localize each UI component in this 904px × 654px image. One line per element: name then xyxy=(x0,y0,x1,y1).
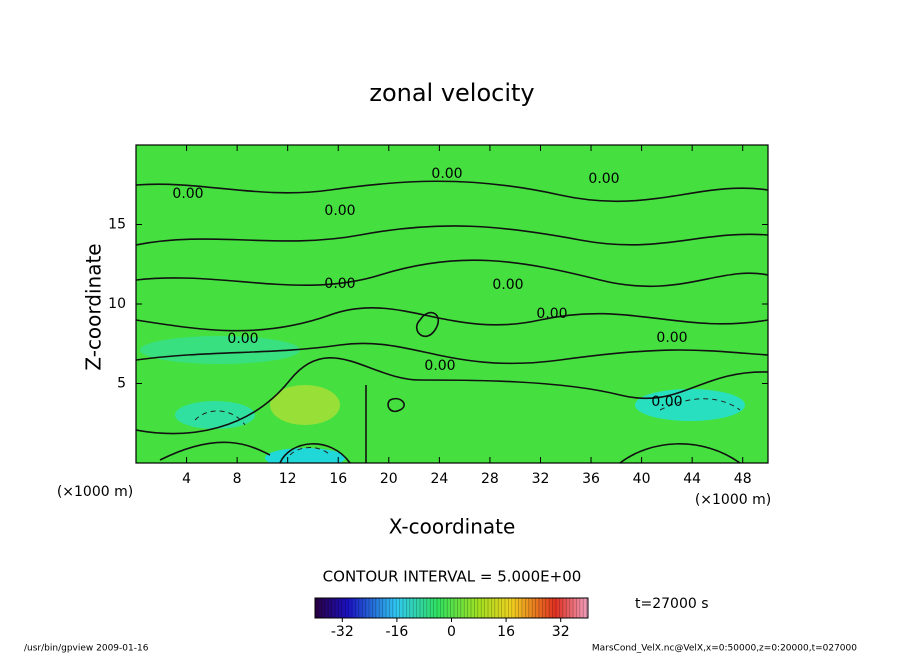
y-axis-label: Z-coordinate xyxy=(82,243,106,370)
contour-label: 0.00 xyxy=(172,186,203,202)
contour-label: 0.00 xyxy=(536,306,567,322)
y-tick-label: 5 xyxy=(117,376,126,392)
x-tick-label: 28 xyxy=(481,471,499,487)
contour-label: 0.00 xyxy=(324,276,355,292)
colorbar-tick-label: 16 xyxy=(497,624,515,640)
x-tick-label: 24 xyxy=(430,471,448,487)
contour-label: 0.00 xyxy=(431,166,462,182)
x-tick-label: 4 xyxy=(182,471,191,487)
contour-interval: CONTOUR INTERVAL = 5.000E+00 xyxy=(323,568,582,586)
y-unit: (×1000 m) xyxy=(57,484,133,500)
x-tick-label: 40 xyxy=(633,471,651,487)
contour-line xyxy=(136,357,768,435)
contour-line xyxy=(136,259,768,288)
chart-title: zonal velocity xyxy=(369,79,534,107)
blob xyxy=(270,385,340,425)
colorbar-tick-label: 0 xyxy=(447,624,456,640)
colorbar-tick-label: -16 xyxy=(385,624,408,640)
contour-label: 0.00 xyxy=(424,358,455,374)
x-tick-label: 20 xyxy=(380,471,398,487)
x-unit: (×1000 m) xyxy=(695,492,771,508)
colorbar-tick-label: -32 xyxy=(331,624,354,640)
contour-line xyxy=(387,311,440,413)
colorbar xyxy=(314,597,589,619)
x-tick-label: 8 xyxy=(233,471,242,487)
x-axis-label: X-coordinate xyxy=(389,515,516,539)
x-tick-label: 32 xyxy=(532,471,550,487)
contour-label: 0.00 xyxy=(324,203,355,219)
time-label: t=27000 s xyxy=(635,596,709,612)
blob xyxy=(175,401,255,429)
contour-line xyxy=(136,225,768,246)
contour-label: 0.00 xyxy=(588,171,619,187)
field xyxy=(136,145,768,463)
contour-label: 0.00 xyxy=(492,277,523,293)
x-tick-label: 44 xyxy=(683,471,701,487)
y-tick-label: 10 xyxy=(108,296,126,312)
x-tick-label: 12 xyxy=(279,471,297,487)
footer-left: /usr/bin/gpview 2009-01-16 xyxy=(24,644,149,654)
blob xyxy=(265,448,345,463)
contour-line xyxy=(136,180,768,202)
colorbar-tick-label: 32 xyxy=(552,624,570,640)
contour-line-negative xyxy=(194,398,741,456)
contour-line xyxy=(159,441,741,463)
contour-label: 0.00 xyxy=(656,330,687,346)
contour-label: 0.00 xyxy=(651,394,682,410)
x-tick-label: 48 xyxy=(734,471,752,487)
y-tick-label: 15 xyxy=(108,217,126,233)
contour-line xyxy=(136,307,768,332)
x-tick-label: 16 xyxy=(329,471,347,487)
contour-line xyxy=(136,342,768,365)
blob xyxy=(140,336,300,364)
footer-right: MarsCond_VelX.nc@VelX,x=0:50000,z=0:2000… xyxy=(592,644,857,654)
x-tick-label: 36 xyxy=(582,471,600,487)
contour-label: 0.00 xyxy=(227,331,258,347)
